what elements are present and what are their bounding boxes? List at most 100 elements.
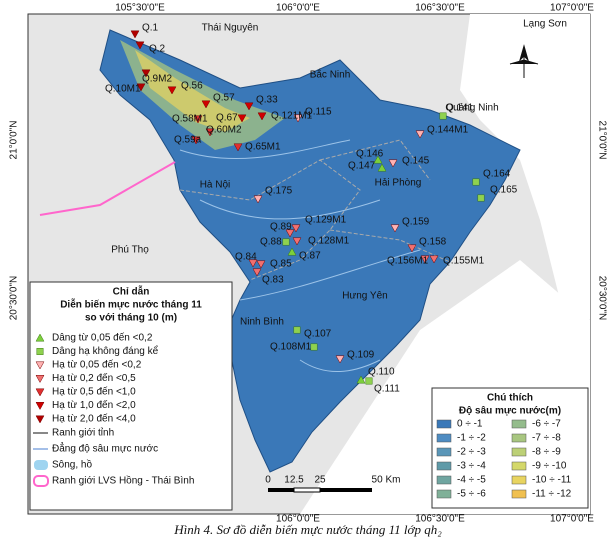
drop-marker <box>420 255 430 264</box>
well-label: Q.57 <box>213 93 235 104</box>
drop-marker <box>237 114 247 123</box>
drop-marker <box>233 143 243 152</box>
well-label: Q.2 <box>149 44 166 55</box>
depth-swatch <box>511 475 527 485</box>
well-label: Q.141 <box>446 103 474 114</box>
drop-marker <box>35 388 45 397</box>
well-label: Q.109 <box>347 350 375 361</box>
well-label: Q.87 <box>299 251 321 262</box>
depth-swatch <box>436 433 452 443</box>
drop-marker <box>407 244 417 253</box>
well-label: Q.10M1 <box>105 84 141 95</box>
north-arrow <box>509 44 539 78</box>
well-label: Q.9M2 <box>142 74 172 85</box>
well-label: Q.164 <box>483 169 511 180</box>
depth-label: -5 ÷ -6 <box>457 489 486 500</box>
coord-label: 107°0'0"E <box>550 3 594 14</box>
depth-legend-box <box>431 387 589 509</box>
drop-marker <box>141 69 151 78</box>
drop-marker <box>201 100 211 109</box>
place-label: Quảng Ninh <box>445 103 498 114</box>
scale-bar <box>268 487 372 493</box>
well-label: Q.165 <box>490 185 518 196</box>
stable-marker <box>310 343 318 351</box>
well-label: Q.110 <box>368 367 395 378</box>
scale-label: 25 <box>314 475 326 486</box>
depth-swatch <box>436 489 452 499</box>
well-label: Q.158 <box>419 237 447 248</box>
rise-marker <box>377 163 387 172</box>
rise-marker <box>356 375 366 384</box>
depth-swatch <box>436 475 452 485</box>
depth-label: -10 ÷ -11 <box>532 475 572 486</box>
well-label: Q.88 <box>260 237 282 248</box>
drop-marker <box>253 195 263 204</box>
stable-marker <box>439 112 447 120</box>
depth-label: -4 ÷ -5 <box>457 475 486 486</box>
drop-marker <box>285 229 295 238</box>
well-label: Q.175 <box>265 186 293 197</box>
well-label: Q.33 <box>256 95 278 106</box>
coord-label: 20°30'0"N <box>9 276 20 321</box>
coord-label: 21°0'0"N <box>9 121 20 160</box>
drop-marker <box>167 86 177 95</box>
well-label: Q.129M1 <box>305 215 347 226</box>
depth-label: -2 ÷ -3 <box>457 447 486 458</box>
drop-marker <box>388 159 398 168</box>
coord-label: 105°30'0"E <box>115 3 165 14</box>
drop-marker <box>193 115 203 124</box>
drop-marker <box>257 112 267 121</box>
depth-label: -8 ÷ -9 <box>532 447 561 458</box>
drop-marker <box>136 83 146 92</box>
well-label: Q.145 <box>402 156 430 167</box>
drop-marker <box>252 268 262 277</box>
drop-marker <box>135 41 145 50</box>
place-label: Ninh Bình <box>240 317 284 328</box>
well-label: Q.115 <box>305 107 332 118</box>
drop-marker <box>35 402 45 411</box>
legend-label: Hạ từ 0,5 đến <1,0 <box>52 386 136 398</box>
drop-marker <box>248 259 258 268</box>
coord-label: 106°0'0"E <box>276 514 320 525</box>
stable-marker <box>472 178 480 186</box>
drop-marker <box>205 128 215 137</box>
place-label: Thái Nguyên <box>202 23 259 34</box>
well-label: Q.1 <box>142 23 159 34</box>
drop-marker <box>35 375 45 384</box>
well-label: Q.59a <box>174 135 202 146</box>
depth-swatch <box>511 419 527 429</box>
depth-swatch <box>511 489 527 499</box>
well-label: Q.147 <box>348 161 376 172</box>
depth-label: -3 ÷ -4 <box>457 461 486 472</box>
legend-label: Ranh giới LVS Hồng - Thái Bình <box>52 475 194 487</box>
caption: Hình 4. Sơ đồ diễn biến mực nước tháng 1… <box>173 522 442 537</box>
legend-label: Dâng từ 0,05 đến <0,2 <box>52 332 153 344</box>
well-label: Q.128M1 <box>308 236 350 247</box>
scale-label: 12.5 <box>284 475 304 486</box>
drop-marker <box>244 102 254 111</box>
contour-line <box>179 139 421 373</box>
legend-label: Hạ từ 2,0 đến <4,0 <box>52 413 136 425</box>
stable-marker <box>36 348 44 355</box>
drop-marker <box>415 130 425 139</box>
stable-marker <box>293 326 301 334</box>
depth-swatch <box>436 447 452 457</box>
legend-subtitle: Diễn biến mực nước tháng 11 <box>60 298 202 311</box>
legend-label: Dâng hạ không đáng kể <box>52 345 159 357</box>
deep-zone <box>135 50 250 132</box>
well-label: Q.108M1 <box>270 342 312 353</box>
well-label: Q.58M1 <box>172 114 208 125</box>
rise-marker <box>35 333 45 342</box>
legend-label: Đẳng độ sâu mực nước <box>52 442 158 455</box>
well-label: Q.155M1 <box>443 256 485 267</box>
drop-marker <box>293 114 303 123</box>
drop-marker <box>35 361 45 370</box>
well-label: Q.159 <box>402 217 430 228</box>
well-label: Q.56 <box>181 81 203 92</box>
drop-marker <box>130 30 140 39</box>
well-label: Q.156M1 <box>387 256 429 267</box>
legend-label: Sông, hồ <box>52 459 92 471</box>
coord-label: 106°0'0"E <box>276 3 320 14</box>
place-label: Bắc Ninh <box>310 68 351 81</box>
well-label: Q.67 <box>216 113 238 124</box>
